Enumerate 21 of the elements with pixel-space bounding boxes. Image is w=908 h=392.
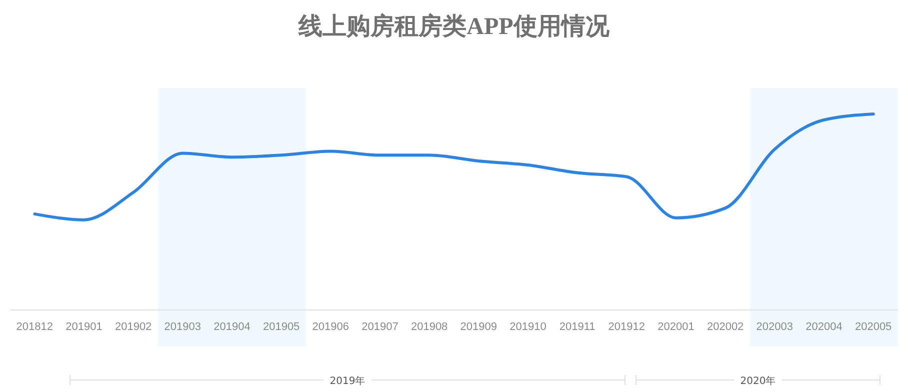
- x-tick-label: 202005: [854, 320, 892, 333]
- x-tick-label: 201903: [164, 320, 202, 333]
- x-tick-label: 201911: [559, 320, 596, 333]
- x-tick-label: 201909: [460, 320, 498, 333]
- x-tick-label: 202002: [706, 320, 744, 333]
- x-tick-label: 201901: [66, 320, 102, 333]
- x-tick-label: 201905: [262, 320, 300, 333]
- x-tick-label: 202003: [756, 320, 794, 333]
- x-tick-label: 201908: [410, 320, 448, 333]
- x-tick-label: 201907: [362, 320, 398, 333]
- x-tick-label: 201902: [114, 320, 152, 333]
- text: 2019年: [330, 375, 366, 387]
- x-tick-label: 201906: [312, 320, 350, 333]
- x-tick-label: 202004: [806, 320, 842, 333]
- x-tick-label: 202001: [658, 320, 694, 333]
- x-tick-label: 201904: [214, 320, 250, 333]
- x-tick-label: 201910: [510, 320, 546, 333]
- x-tick-label: 201812: [16, 320, 54, 333]
- x-tick-label: 201912: [608, 320, 646, 333]
- text: 2020年: [740, 375, 776, 387]
- chart-title: 线上购房租房类APP使用情况: [298, 13, 610, 40]
